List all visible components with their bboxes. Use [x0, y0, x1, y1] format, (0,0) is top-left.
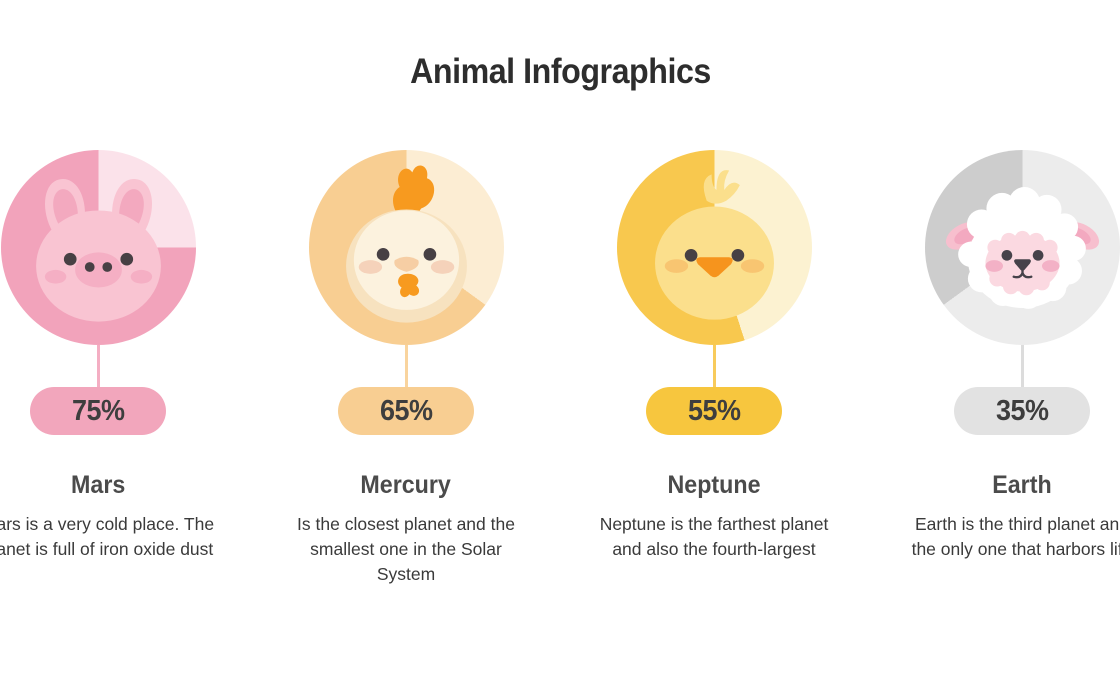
connector-line [712, 345, 716, 387]
connector-line [96, 345, 100, 387]
connector-line [1020, 345, 1024, 387]
donut-ring-mars [0, 150, 196, 345]
infographic-item-mercury: 65% Mercury Is the closest planet and th… [287, 150, 525, 587]
percent-value: 75% [71, 394, 125, 427]
percent-badge: 65% [338, 387, 474, 435]
page-title: Animal Infographics [0, 52, 1120, 92]
item-title-text: Earth [992, 471, 1052, 499]
item-title-text: Neptune [667, 471, 761, 499]
sheep-illustration [945, 187, 1099, 309]
percent-badge: 35% [954, 387, 1090, 435]
percent-value: 65% [379, 394, 433, 427]
item-description: Neptune is the farthest planet and also … [599, 514, 829, 559]
infographic-slide: Animal Infographics [0, 52, 1120, 682]
item-description: Earth is the third planet and the only o… [911, 514, 1120, 559]
pig-illustration [35, 178, 161, 322]
donut-ring-earth [924, 150, 1120, 345]
item-title: Neptune [664, 471, 764, 500]
item-title: Mercury [357, 471, 454, 500]
chick-illustration [654, 170, 774, 320]
item-title-text: Mars [70, 471, 126, 499]
infographic-item-mars: 75% Mars Mars is a very cold place. The … [0, 150, 217, 587]
chicken-illustration [345, 165, 467, 323]
item-title-text: Mercury [360, 471, 452, 499]
infographic-columns: 75% Mars Mars is a very cold place. The … [0, 150, 1120, 587]
percent-badge: 75% [30, 387, 166, 435]
connector-line [404, 345, 408, 387]
item-description: Is the closest planet and the smallest o… [297, 514, 515, 584]
page-title-text: Animal Infographics [409, 52, 711, 91]
percent-value: 55% [687, 394, 741, 427]
donut-ring-mercury [308, 150, 504, 345]
item-description: Mars is a very cold place. The planet is… [0, 514, 215, 559]
item-title: Earth [990, 471, 1054, 500]
percent-value: 35% [995, 394, 1049, 427]
item-title: Mars [69, 471, 127, 500]
percent-badge: 55% [646, 387, 782, 435]
infographic-item-earth: 35% Earth Earth is the third planet and … [903, 150, 1120, 587]
donut-ring-neptune [616, 150, 812, 345]
infographic-item-neptune: 55% Neptune Neptune is the farthest plan… [595, 150, 833, 587]
